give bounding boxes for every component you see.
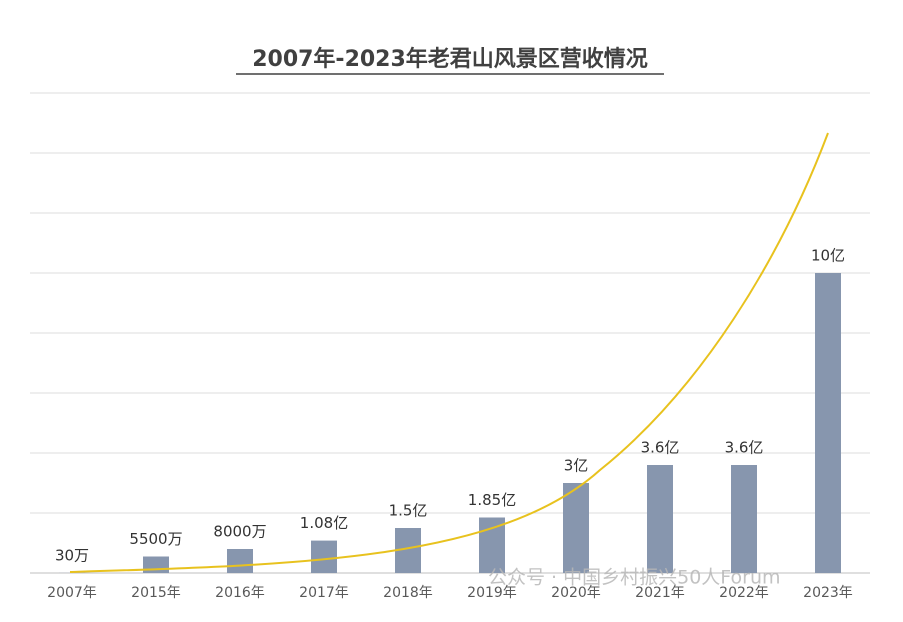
x-tick-label: 2018年 bbox=[383, 585, 433, 601]
x-tick-label: 2020年 bbox=[551, 585, 601, 601]
x-tick-label: 2015年 bbox=[131, 585, 181, 601]
value-label: 1.85亿 bbox=[468, 491, 516, 509]
x-tick-label: 2007年 bbox=[47, 585, 97, 601]
value-label: 1.08亿 bbox=[300, 514, 348, 532]
x-tick-label: 2019年 bbox=[467, 585, 517, 601]
bar bbox=[647, 465, 673, 573]
bar bbox=[227, 549, 253, 573]
value-label: 8000万 bbox=[213, 523, 266, 541]
x-tick-label: 2023年 bbox=[803, 585, 853, 601]
bar bbox=[563, 483, 589, 573]
grid bbox=[30, 92, 870, 574]
bar bbox=[731, 465, 757, 573]
value-label: 3.6亿 bbox=[725, 439, 764, 457]
bar bbox=[143, 556, 169, 573]
value-label: 10亿 bbox=[811, 247, 845, 265]
value-label: 1.5亿 bbox=[389, 502, 428, 520]
bar bbox=[479, 517, 505, 573]
bar bbox=[311, 540, 337, 573]
bar bbox=[815, 273, 841, 573]
x-tick-label: 2016年 bbox=[215, 585, 265, 601]
watermark: 公众号 · 中国乡村振兴50人Forum bbox=[488, 567, 781, 589]
value-label: 30万 bbox=[55, 546, 89, 564]
chart-title: 2007年-2023年老君山风景区营收情况 bbox=[252, 46, 648, 72]
value-label: 5500万 bbox=[129, 530, 182, 548]
value-label: 3亿 bbox=[564, 457, 589, 475]
x-tick-label: 2017年 bbox=[299, 585, 349, 601]
bars bbox=[59, 273, 841, 573]
value-label: 3.6亿 bbox=[641, 439, 680, 457]
x-tick-label: 2022年 bbox=[719, 585, 769, 601]
x-tick-label: 2021年 bbox=[635, 585, 685, 601]
trend-curve bbox=[69, 132, 829, 573]
